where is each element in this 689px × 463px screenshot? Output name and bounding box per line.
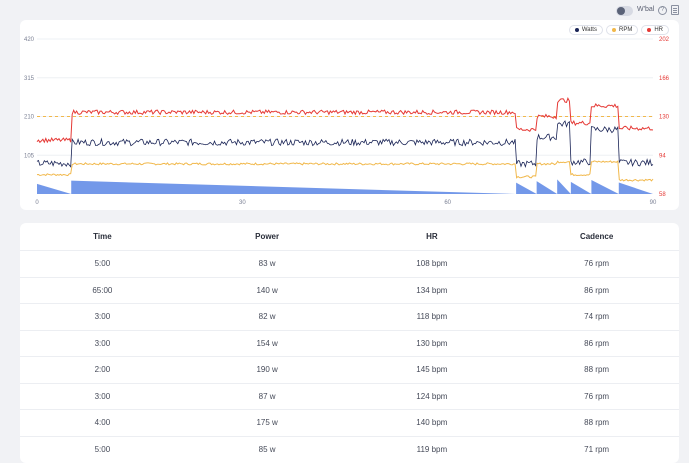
legend-label: HR bbox=[654, 27, 663, 33]
intervals-table: Time Power HR Cadence 5:00 83 w 108 bpm 76 rpm… bbox=[20, 223, 679, 463]
rpm-line bbox=[36, 160, 654, 182]
right-axis-tick: 94 bbox=[659, 153, 666, 159]
table-row[interactable]: 2:00 190 w 145 bpm 88 rpm bbox=[20, 357, 679, 384]
table-cell-power: 175 w bbox=[256, 418, 278, 428]
table-cell-time: 4:00 bbox=[94, 418, 111, 428]
table-body: 5:00 83 w 108 bpm 76 rpm 65:00 140 w 134 bpm 86… bbox=[20, 251, 679, 463]
table-cell-power: 87 w bbox=[258, 391, 276, 401]
right-axis-tick: 130 bbox=[659, 115, 670, 121]
table-cell-time: 5:00 bbox=[94, 259, 111, 269]
table-cell-power: 85 w bbox=[258, 445, 276, 455]
table-cell-cadence: 88 rpm bbox=[584, 365, 610, 375]
table-cell-hr: 118 bpm bbox=[416, 312, 448, 322]
table-cell-cadence: 76 rpm bbox=[584, 391, 610, 401]
table-cell-power: 82 w bbox=[258, 312, 276, 322]
column-header-hr: HR bbox=[426, 232, 438, 241]
table-row[interactable]: 5:00 83 w 108 bpm 76 rpm bbox=[20, 251, 679, 278]
table-cell-time: 65:00 bbox=[92, 285, 113, 295]
wbal-area bbox=[37, 179, 653, 194]
legend-item-watts[interactable]: Watts bbox=[568, 25, 603, 35]
hr-line bbox=[36, 97, 654, 144]
table-cell-cadence: 88 rpm bbox=[584, 418, 610, 428]
legend-dot-icon bbox=[574, 28, 579, 32]
table-cell-hr: 134 bpm bbox=[416, 285, 448, 295]
table-cell-cadence: 74 rpm bbox=[584, 312, 610, 322]
table-cell-power: 190 w bbox=[256, 365, 278, 375]
table-cell-power: 83 w bbox=[258, 259, 276, 269]
workout-chart: 420 315 210 105 202 166 130 94 58 0 30 60 90 bbox=[24, 37, 670, 206]
legend-dot-icon bbox=[611, 28, 616, 32]
table-row[interactable]: 5:00 85 w 119 bpm 71 rpm bbox=[20, 437, 679, 463]
watts-line bbox=[36, 120, 654, 169]
table-cell-time: 3:00 bbox=[94, 391, 111, 401]
table-cell-hr: 124 bpm bbox=[416, 391, 448, 401]
table-row[interactable]: 4:00 175 w 140 bpm 88 rpm bbox=[20, 410, 679, 437]
chart-legend: Watts RPM HR bbox=[568, 25, 669, 35]
left-axis-tick: 420 bbox=[24, 37, 35, 43]
wbal-toggle[interactable] bbox=[616, 6, 633, 16]
table-cell-hr: 130 bpm bbox=[416, 338, 448, 348]
table-cell-time: 2:00 bbox=[94, 365, 111, 375]
table-cell-hr: 145 bpm bbox=[416, 365, 448, 375]
right-axis-tick: 202 bbox=[659, 37, 670, 43]
x-axis-tick: 60 bbox=[444, 200, 451, 206]
table-cell-time: 5:00 bbox=[94, 445, 111, 455]
legend-item-hr[interactable]: HR bbox=[641, 25, 669, 35]
table-row[interactable]: 65:00 140 w 134 bpm 86 rpm bbox=[20, 278, 679, 304]
legend-item-rpm[interactable]: RPM bbox=[605, 25, 639, 35]
table-cell-hr: 119 bpm bbox=[416, 445, 448, 455]
column-header-power: Power bbox=[255, 232, 280, 241]
table-cell-time: 3:00 bbox=[94, 312, 111, 322]
help-icon[interactable]: ? bbox=[658, 6, 667, 15]
table-row[interactable]: 3:00 87 w 124 bpm 76 rpm bbox=[20, 384, 679, 410]
workout-chart-card: 420 315 210 105 202 166 130 94 58 0 30 60 90 Watts RP… bbox=[20, 20, 679, 210]
column-header-time: Time bbox=[93, 232, 112, 241]
table-cell-cadence: 76 rpm bbox=[584, 259, 610, 269]
legend-dot-icon bbox=[647, 28, 652, 32]
legend-label: RPM bbox=[618, 27, 633, 33]
document-icon[interactable] bbox=[671, 5, 679, 15]
table-cell-hr: 108 bpm bbox=[416, 259, 448, 269]
table-cell-cadence: 71 rpm bbox=[584, 445, 610, 455]
x-axis-tick: 90 bbox=[650, 200, 657, 206]
wbal-label: W'bal bbox=[637, 6, 655, 13]
table-cell-hr: 140 bpm bbox=[416, 418, 448, 428]
table-row[interactable]: 3:00 82 w 118 bpm 74 rpm bbox=[20, 304, 679, 331]
column-header-cadence: Cadence bbox=[579, 232, 614, 241]
right-axis-tick: 58 bbox=[659, 192, 666, 198]
left-axis-tick: 105 bbox=[24, 153, 35, 159]
table-cell-time: 3:00 bbox=[94, 338, 111, 348]
table-cell-cadence: 86 rpm bbox=[584, 285, 610, 295]
x-axis-tick: 0 bbox=[35, 200, 39, 206]
table-row[interactable]: 3:00 154 w 130 bpm 86 rpm bbox=[20, 331, 679, 357]
left-axis-tick: 210 bbox=[24, 115, 35, 121]
x-axis-tick: 30 bbox=[239, 200, 246, 206]
top-toolbar: W'bal ? bbox=[0, 0, 689, 22]
table-cell-power: 154 w bbox=[256, 338, 278, 348]
left-axis-tick: 315 bbox=[24, 76, 35, 82]
table-cell-cadence: 86 rpm bbox=[584, 338, 610, 348]
table-header: Time Power HR Cadence bbox=[20, 223, 679, 251]
table-cell-power: 140 w bbox=[256, 285, 278, 295]
legend-label: Watts bbox=[581, 27, 597, 33]
right-axis-tick: 166 bbox=[659, 76, 670, 82]
